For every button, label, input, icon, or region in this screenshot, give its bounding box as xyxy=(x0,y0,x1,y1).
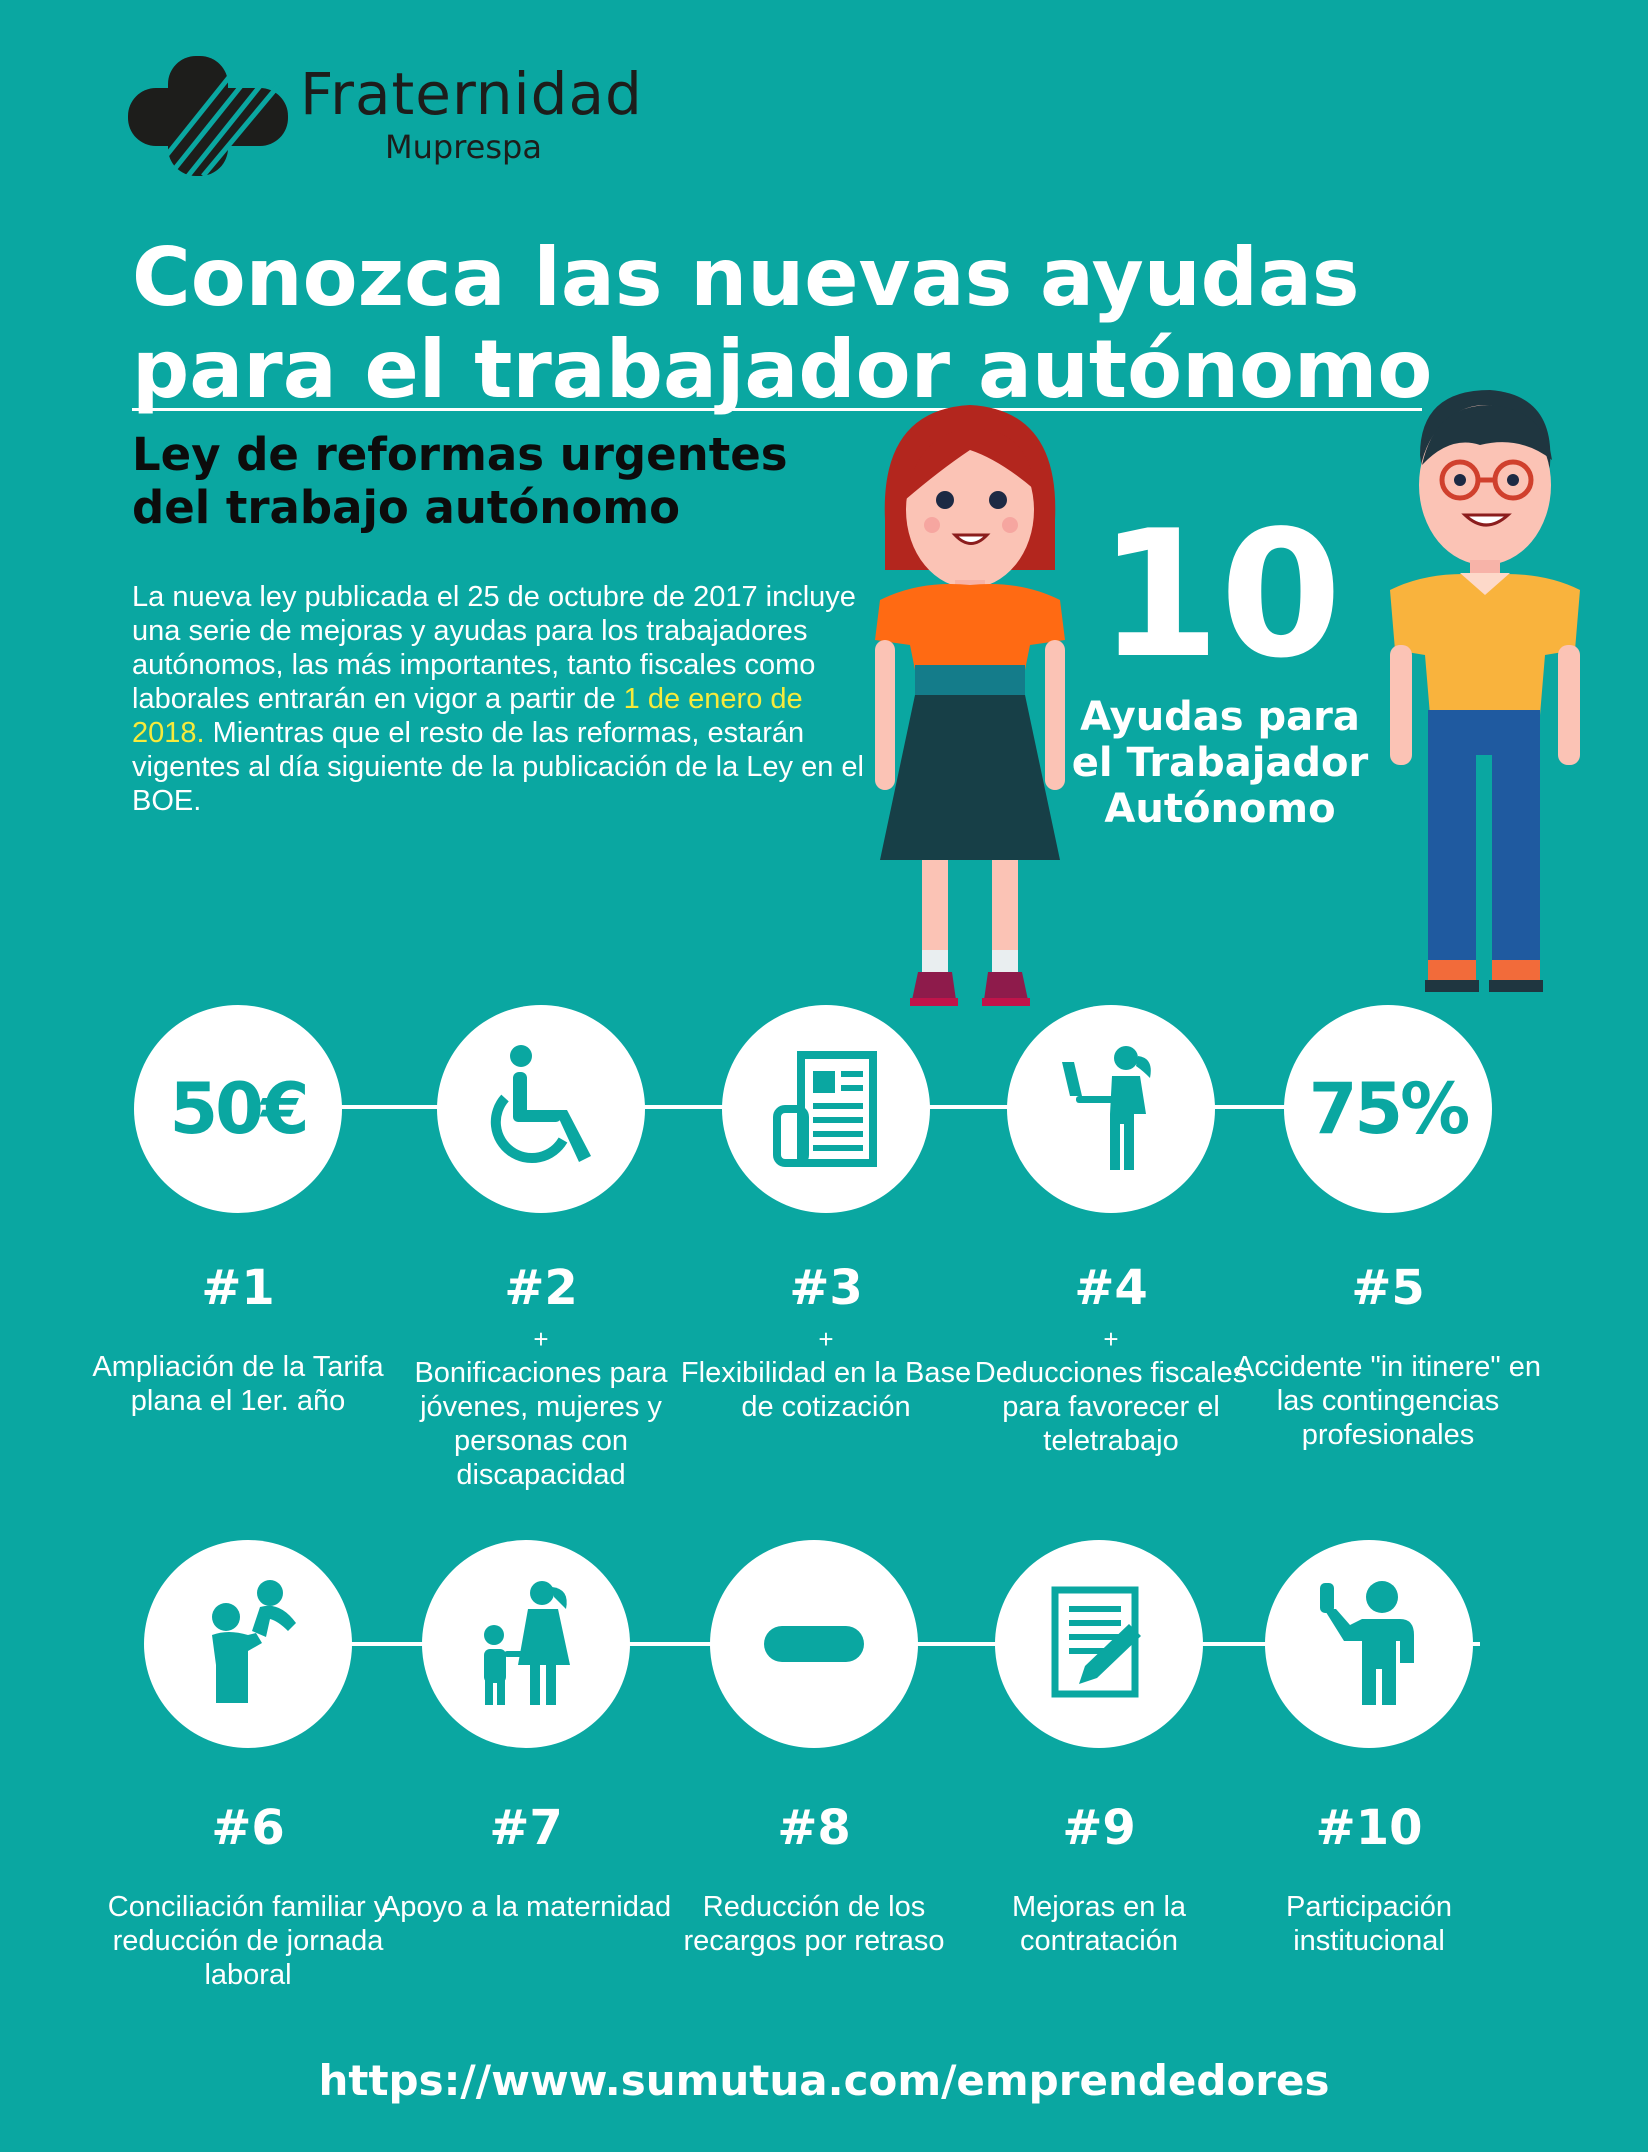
aid-7-description: Apoyo a la maternidad xyxy=(380,1891,672,1923)
aid-8-number: #8 xyxy=(777,1800,851,1856)
aids-count-number: 10 xyxy=(1098,494,1342,697)
aid-9-circle xyxy=(995,1540,1203,1748)
aid-5-number: #5 xyxy=(1351,1260,1425,1316)
aid-7-circle xyxy=(422,1540,630,1748)
aid-2-description: Bonificaciones para jóvenes, mujeres y p… xyxy=(414,1357,668,1491)
aid-1-amount: 50€ xyxy=(169,1068,309,1150)
intro-text: La nueva ley publicada el 25 de octubre … xyxy=(132,581,856,715)
aid-1-circle: 50€ xyxy=(134,1005,342,1213)
aid-6-description: Conciliación familiar y reducción de jor… xyxy=(107,1891,389,1991)
fraternidad-logo-icon xyxy=(128,56,288,176)
aid-7-number: #7 xyxy=(489,1800,563,1856)
aid-1-number: #1 xyxy=(201,1260,275,1316)
aid-2-circle xyxy=(437,1005,645,1213)
aid-5-circle: 75% xyxy=(1284,1005,1492,1213)
page-subtitle: Ley de reformas urgentes del trabajo aut… xyxy=(132,428,788,534)
aid-2-number: #2 xyxy=(504,1260,578,1316)
aid-5-description: Accidente "in itinere" en las contingenc… xyxy=(1235,1351,1541,1451)
aid-9-number: #9 xyxy=(1062,1800,1136,1856)
aid-8-description: Reducción de los recargos por retraso xyxy=(683,1891,945,1957)
aid-2-plus: + xyxy=(533,1324,549,1354)
wheelchair-icon xyxy=(481,1044,601,1174)
mother-child-icon xyxy=(466,1579,586,1709)
aid-10-number: #10 xyxy=(1315,1800,1423,1856)
telework-icon xyxy=(1056,1044,1166,1174)
contract-icon xyxy=(1049,1584,1149,1704)
aid-5-amount: 75% xyxy=(1308,1068,1471,1150)
woman-illustration xyxy=(875,405,1065,1006)
title-divider xyxy=(132,408,1422,411)
intro-paragraph: La nueva ley publicada el 25 de octubre … xyxy=(132,580,872,818)
raised-hand-person-icon xyxy=(1314,1579,1424,1709)
website-link[interactable]: https://www.sumutua.com/emprendedores xyxy=(318,2056,1330,2105)
aids-count-label: Ayudas para el Trabajador Autónomo xyxy=(1071,694,1369,832)
man-illustration xyxy=(1390,390,1580,992)
aid-10-description: Participación institucional xyxy=(1285,1891,1453,1957)
aid-8-circle xyxy=(710,1540,918,1748)
aid-9-description: Mejoras en la contratación xyxy=(1011,1891,1187,1957)
aid-3-number: #3 xyxy=(789,1260,863,1316)
brand-name: Fraternidad xyxy=(300,60,643,128)
minus-icon xyxy=(764,1624,864,1664)
parent-child-icon xyxy=(188,1579,308,1709)
page-title: Conozca las nuevas ayudas para el trabaj… xyxy=(132,231,1433,416)
aid-3-description: Flexibilidad en la Base de cotización xyxy=(680,1357,972,1423)
aid-3-circle xyxy=(722,1005,930,1213)
intro-text-end: Mientras que el resto de las reformas, e… xyxy=(132,717,864,817)
aid-4-circle xyxy=(1007,1005,1215,1213)
aid-6-number: #6 xyxy=(211,1800,285,1856)
intro-highlight-date: 1 de enero de 2018. xyxy=(132,683,803,749)
aid-6-circle xyxy=(144,1540,352,1748)
aid-3-plus: + xyxy=(818,1324,834,1354)
aid-1-description: Ampliación de la Tarifa plana el 1er. añ… xyxy=(92,1351,384,1417)
aid-10-circle xyxy=(1265,1540,1473,1748)
aid-4-description: Deducciones fiscales para favorecer el t… xyxy=(974,1357,1248,1457)
aid-4-number: #4 xyxy=(1074,1260,1148,1316)
aid-4-plus: + xyxy=(1103,1324,1119,1354)
brand-subname: Muprespa xyxy=(385,128,542,166)
document-icon xyxy=(771,1049,881,1169)
